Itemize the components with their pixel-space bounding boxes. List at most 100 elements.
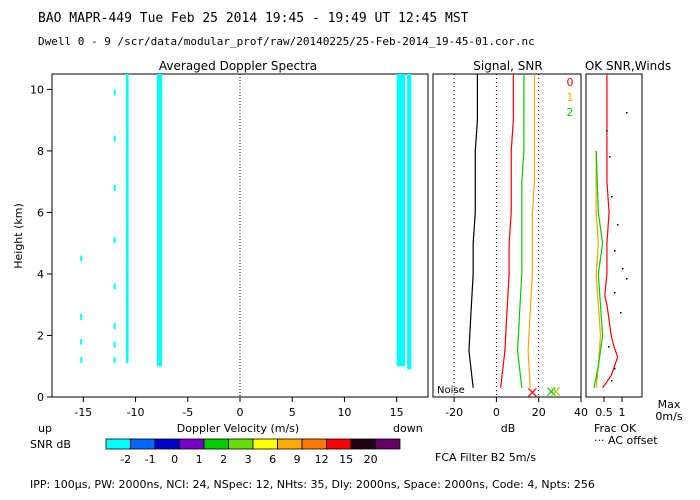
signal-xtick-label-1: 0 [493, 406, 500, 419]
wind-point-4 [617, 224, 619, 226]
max-speed-label: 0m/s [655, 410, 682, 423]
spectra-point-10 [113, 341, 116, 348]
spectra-xtick-label-5: 10 [337, 406, 351, 419]
signal-title: Signal, SNR [473, 59, 542, 73]
down-label: down [393, 422, 423, 435]
header-line1: BAO MAPR-449 Tue Feb 25 2014 19:45 - 19:… [38, 11, 469, 26]
wind-point-11 [614, 368, 616, 370]
signal-marker-2 [551, 387, 561, 396]
signal-frame [432, 73, 582, 398]
spectra-ytick-label-0: 0 [37, 391, 44, 404]
spectra-ytick-label-5: 10 [30, 83, 44, 96]
wind-point-12 [611, 380, 613, 382]
filter-label: FCA Filter B2 5m/s [435, 451, 536, 464]
signal-layer: -20 0 20 40 [445, 74, 588, 419]
colorbar-tick-6: 6 [269, 453, 276, 466]
colorbar-cell-9 [326, 438, 352, 450]
spectra-band-3 [407, 74, 412, 370]
colorbar-tick-9: 15 [339, 453, 353, 466]
spectra-ytick-label-1: 2 [37, 329, 44, 342]
signal-series-snr0 [516, 74, 525, 388]
signal-series-noise [468, 74, 478, 388]
colorbar-tick-8: 12 [315, 453, 329, 466]
spectra-point-1 [80, 314, 83, 321]
signal-x-label: dB [501, 422, 516, 435]
winds-layer: 0.5 1 0 1 2 [567, 74, 628, 419]
up-label: up [38, 422, 52, 435]
y-axis-label: Height (km) [12, 203, 25, 269]
winds-xtick-label-1: 1 [619, 406, 626, 419]
colorbar-cell-3 [179, 438, 205, 450]
colorbar-cell-8 [301, 438, 327, 450]
signal-marker-0 [527, 388, 537, 397]
signal-marker-1 [546, 387, 556, 396]
spectra-point-8 [113, 283, 116, 290]
spectra-xtick-label-6: 15 [390, 406, 404, 419]
spectra-xtick-label-3: 0 [237, 406, 244, 419]
winds-legend-0: 0 [567, 76, 574, 89]
spectra-band-0 [125, 74, 129, 364]
signal-series-signal [500, 74, 514, 388]
colorbar-cell-6 [252, 438, 278, 450]
winds-series-frac_ok_2 [593, 150, 604, 388]
colorbar: -2 -1 0 1 2 3 6 9 12 15 20 [105, 438, 401, 466]
spectra-band-1 [156, 74, 163, 367]
wind-point-5 [614, 250, 616, 252]
colorbar-label: SNR dB [30, 438, 71, 451]
spectra-x-label: Doppler Velocity (m/s) [177, 422, 299, 435]
wind-point-3 [611, 196, 613, 198]
colorbar-tick-7: 9 [294, 453, 301, 466]
winds-title: OK SNR,Winds [585, 59, 671, 73]
spectra-xtick-label-0: -15 [74, 406, 92, 419]
wind-point-2 [609, 156, 611, 158]
colorbar-tick-10: 20 [364, 453, 378, 466]
spectra-point-4 [113, 89, 116, 96]
colorbar-cell-7 [277, 438, 303, 450]
spectra-point-11 [113, 357, 116, 364]
wind-point-9 [620, 312, 622, 314]
signal-xtick-label-0: -20 [445, 406, 463, 419]
winds-frame [585, 73, 643, 398]
noise-label: Noise [437, 385, 465, 396]
footer-params: IPP: 100µs, PW: 2000ns, NCI: 24, NSpec: … [30, 478, 595, 491]
winds-legend-2: 2 [567, 106, 574, 119]
wind-point-7 [626, 278, 628, 280]
colorbar-tick-4: 2 [220, 453, 227, 466]
colorbar-cell-2 [154, 438, 180, 450]
wind-point-6 [622, 268, 624, 270]
colorbar-cell-11 [375, 438, 401, 450]
spectra-xtick-label-2: -5 [182, 406, 193, 419]
spectra-ytick-label-2: 4 [37, 268, 44, 281]
colorbar-cell-5 [228, 438, 254, 450]
max-label: Max [658, 398, 681, 411]
spectra-title: Averaged Doppler Spectra [159, 59, 317, 73]
signal-xtick-label-3: 40 [574, 406, 588, 419]
spectra-ytick-label-3: 6 [37, 206, 44, 219]
colorbar-cell-0 [105, 438, 131, 450]
colorbar-tick-2: 0 [171, 453, 178, 466]
colorbar-cell-10 [350, 438, 376, 450]
spectra-layer: -15 -10 -5 0 5 10 15 0 2 4 6 8 10 [30, 74, 412, 419]
winds-series-frac_ok [602, 74, 619, 389]
spectra-xtick-label-4: 5 [289, 406, 296, 419]
spectra-point-0 [80, 255, 83, 262]
spectra-point-2 [80, 338, 83, 345]
ac-offset-label: ··· AC offset [594, 434, 658, 447]
winds-xtick-label-0: 0.5 [595, 406, 613, 419]
spectra-point-5 [113, 135, 116, 142]
colorbar-tick-0: -2 [120, 453, 131, 466]
signal-xtick-label-2: 20 [532, 406, 546, 419]
wind-point-8 [614, 292, 616, 294]
frac-ok-label: Frac OK [594, 422, 637, 435]
spectra-xtick-label-1: -10 [127, 406, 145, 419]
colorbar-tick-5: 3 [245, 453, 252, 466]
spectra-point-6 [113, 184, 116, 191]
colorbar-cell-4 [203, 438, 229, 450]
colorbar-cell-1 [130, 438, 156, 450]
spectra-band-2 [396, 74, 406, 367]
header-line2: Dwell 0 - 9 /scr/data/modular_prof/raw/2… [38, 35, 535, 48]
colorbar-tick-3: 1 [196, 453, 203, 466]
spectra-point-3 [80, 357, 83, 364]
wind-point-1 [606, 130, 608, 132]
